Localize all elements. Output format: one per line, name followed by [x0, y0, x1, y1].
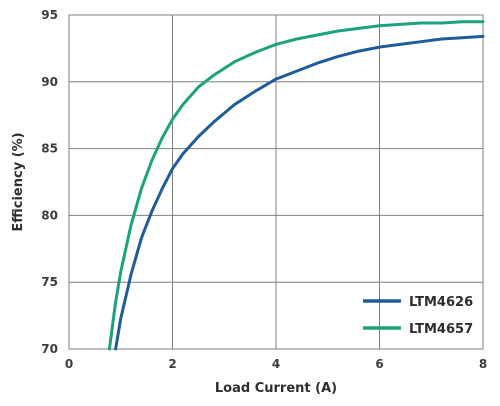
y-tick-label-70: 70 — [41, 342, 58, 356]
y-tick-labels: 70 75 80 85 90 95 — [41, 8, 58, 356]
series-lines — [107, 20, 485, 351]
y-tick-label-75: 75 — [41, 275, 58, 289]
x-tick-labels: 0 2 4 6 8 — [65, 357, 487, 371]
legend-label-ltm4626: LTM4626 — [409, 295, 473, 310]
plot-frame — [68, 14, 484, 350]
x-tick-label-2: 2 — [168, 357, 176, 371]
x-tick-label-6: 6 — [375, 357, 383, 371]
x-tick-label-8: 8 — [479, 357, 487, 371]
y-axis-title: Efficiency (%) — [11, 132, 26, 231]
y-tick-label-90: 90 — [41, 75, 58, 89]
y-tick-label-85: 85 — [41, 142, 58, 156]
legend-label-ltm4657: LTM4657 — [409, 322, 473, 337]
y-tick-label-80: 80 — [41, 208, 58, 222]
series-line-ltm4657 — [107, 20, 485, 351]
y-tick-label-95: 95 — [41, 8, 58, 22]
x-axis-title: Load Current (A) — [215, 381, 337, 396]
series-line-ltm4626 — [114, 34, 485, 351]
x-tick-label-0: 0 — [65, 357, 73, 371]
legend: LTM4626 LTM4657 — [363, 295, 473, 337]
grid — [69, 15, 483, 349]
x-tick-label-4: 4 — [272, 357, 280, 371]
